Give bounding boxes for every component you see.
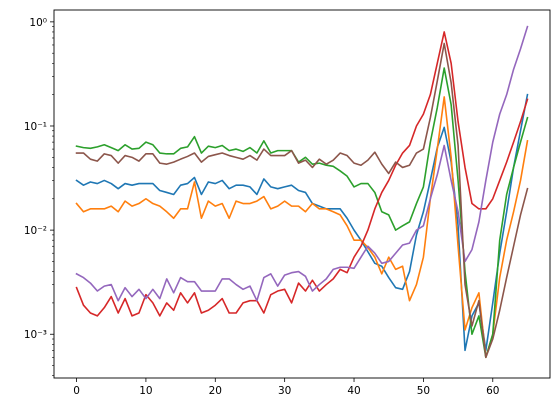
x-tick-label: 60 <box>486 385 499 397</box>
series-line-6 <box>75 42 529 359</box>
series-line-3 <box>75 67 529 359</box>
y-tick-label: 10⁻¹ <box>24 121 47 133</box>
x-tick-label: 0 <box>73 385 80 397</box>
y-tick-label: 10⁻³ <box>24 329 47 341</box>
x-tick-label: 20 <box>209 385 222 397</box>
x-tick-label: 50 <box>417 385 430 397</box>
y-axis: 10⁻³ 10⁻² 10⁻¹ 10⁰ <box>24 17 54 376</box>
x-tick-label: 40 <box>347 385 360 397</box>
x-axis: 0 10 20 30 40 50 60 <box>73 378 499 397</box>
x-tick-label: 10 <box>139 385 152 397</box>
series-layer <box>75 25 529 359</box>
x-tick-label: 30 <box>278 385 291 397</box>
y-tick-label: 10⁰ <box>29 17 47 29</box>
series-line-2 <box>75 96 529 359</box>
y-tick-label: 10⁻² <box>24 225 47 237</box>
series-line-5 <box>75 25 529 302</box>
plot-frame <box>53 9 551 379</box>
series-line-4 <box>75 31 529 317</box>
